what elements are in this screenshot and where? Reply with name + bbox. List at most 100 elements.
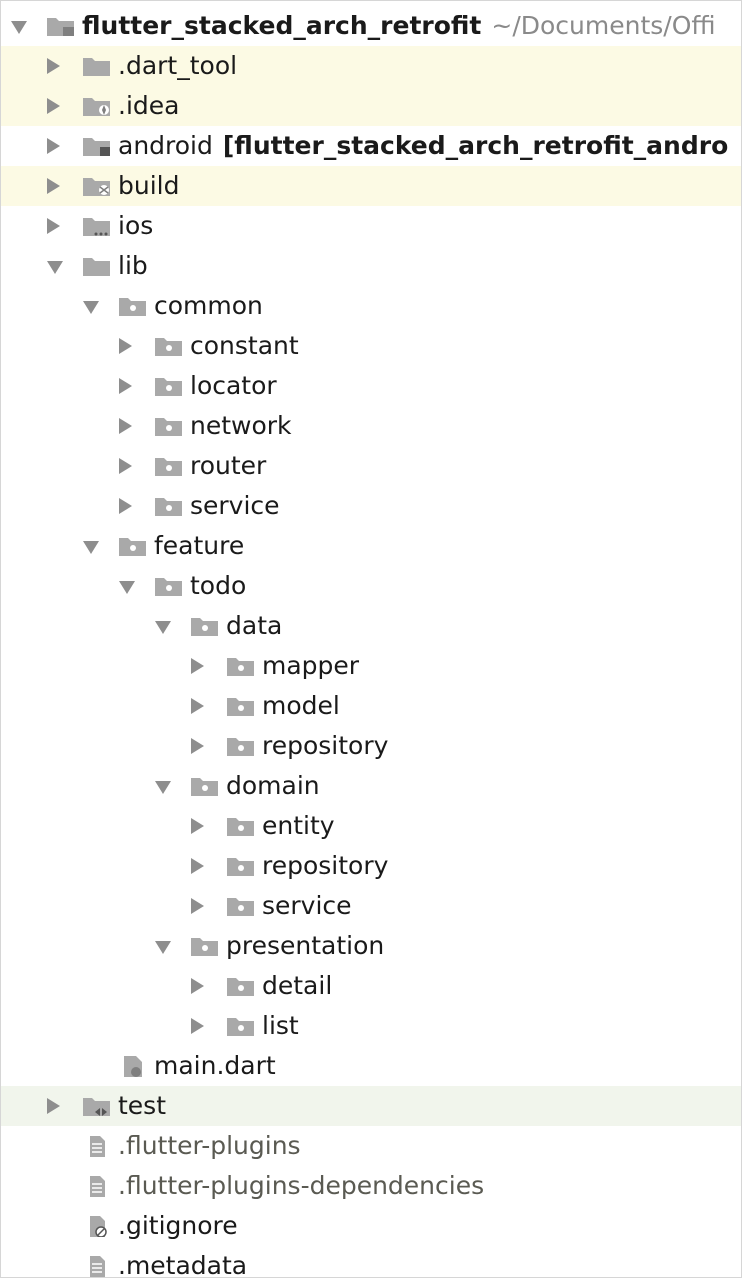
tree-row[interactable]: android [flutter_stacked_arch_retrofit_an… (1, 126, 741, 166)
tree-item-label: network (190, 411, 292, 441)
collapse-arrow-icon[interactable] (155, 621, 171, 634)
tree-item-label: domain (226, 771, 320, 801)
tree-item-label: lib (118, 251, 148, 281)
expand-arrow-icon[interactable] (191, 698, 204, 714)
expand-arrow-icon[interactable] (119, 338, 132, 354)
source-folder-icon (83, 258, 110, 276)
item-name: data (226, 611, 283, 640)
tree-row[interactable]: service (1, 486, 741, 526)
tree-row[interactable]: lib (1, 246, 741, 286)
expand-arrow-icon[interactable] (119, 498, 132, 514)
expand-arrow-icon[interactable] (191, 898, 204, 914)
item-name: router (190, 451, 267, 480)
package-folder-icon (119, 298, 146, 316)
item-name: .idea (118, 91, 180, 120)
excluded-folder-icon (83, 178, 110, 196)
text-file-icon (90, 1176, 105, 1197)
tree-row[interactable]: repository (1, 846, 741, 886)
collapse-arrow-icon[interactable] (155, 941, 171, 954)
tree-row[interactable]: feature (1, 526, 741, 566)
tree-row[interactable]: main.dart (1, 1046, 741, 1086)
expand-arrow-icon[interactable] (47, 58, 60, 74)
tree-item-label: entity (262, 811, 335, 841)
tree-row[interactable]: model (1, 686, 741, 726)
tree-row[interactable]: locator (1, 366, 741, 406)
expand-arrow-icon[interactable] (47, 1098, 60, 1114)
expand-arrow-icon[interactable] (191, 1018, 204, 1034)
expand-arrow-icon[interactable] (119, 418, 132, 434)
package-folder-icon (155, 498, 182, 516)
package-folder-icon (191, 938, 218, 956)
tree-row[interactable]: flutter_stacked_arch_retrofit ~/Documents… (1, 6, 741, 46)
tree-item-label: main.dart (154, 1051, 276, 1081)
tree-row[interactable]: detail (1, 966, 741, 1006)
tree-row[interactable]: network (1, 406, 741, 446)
item-name: presentation (226, 931, 385, 960)
collapse-arrow-icon[interactable] (155, 781, 171, 794)
tree-row[interactable]: router (1, 446, 741, 486)
item-name: build (118, 171, 180, 200)
tree-row[interactable]: data (1, 606, 741, 646)
item-name: todo (190, 571, 247, 600)
package-folder-icon (155, 378, 182, 396)
collapse-arrow-icon[interactable] (119, 581, 135, 594)
expand-arrow-icon[interactable] (191, 858, 204, 874)
package-folder-icon (227, 738, 254, 756)
tree-row[interactable]: list (1, 1006, 741, 1046)
expand-arrow-icon[interactable] (191, 978, 204, 994)
package-folder-icon (155, 338, 182, 356)
tree-item-label: router (190, 451, 266, 481)
expand-arrow-icon[interactable] (191, 738, 204, 754)
tree-row[interactable]: .flutter-plugins-dependencies (1, 1166, 741, 1206)
item-name: common (154, 291, 263, 320)
tree-item-label: flutter_stacked_arch_retrofit ~/Documents… (82, 11, 716, 41)
collapse-arrow-icon[interactable] (83, 301, 99, 314)
item-name: locator (190, 371, 277, 400)
package-folder-icon (191, 778, 218, 796)
expand-arrow-icon[interactable] (47, 98, 60, 114)
tree-item-label: test (118, 1091, 166, 1121)
tree-row[interactable]: .metadata (1, 1246, 741, 1277)
tree-row[interactable]: .gitignore (1, 1206, 741, 1246)
tree-row[interactable]: service (1, 886, 741, 926)
expand-arrow-icon[interactable] (47, 178, 60, 194)
tree-row[interactable]: .idea (1, 86, 741, 126)
collapse-arrow-icon[interactable] (47, 261, 63, 274)
expand-arrow-icon[interactable] (119, 458, 132, 474)
tree-row[interactable]: repository (1, 726, 741, 766)
tree-row[interactable]: ios (1, 206, 741, 246)
tree-row[interactable]: constant (1, 326, 741, 366)
project-folder-icon (47, 18, 74, 36)
text-file-icon (90, 1256, 105, 1277)
item-name: repository (262, 731, 389, 760)
tree-row[interactable]: presentation (1, 926, 741, 966)
tree-row[interactable]: domain (1, 766, 741, 806)
expand-arrow-icon[interactable] (191, 658, 204, 674)
expand-arrow-icon[interactable] (47, 138, 60, 154)
expand-arrow-icon[interactable] (191, 818, 204, 834)
collapse-arrow-icon[interactable] (83, 541, 99, 554)
package-folder-icon (155, 578, 182, 596)
expand-arrow-icon[interactable] (47, 218, 60, 234)
tree-row[interactable]: entity (1, 806, 741, 846)
item-name: repository (262, 851, 389, 880)
tree-item-label: feature (154, 531, 244, 561)
tree-row[interactable]: .flutter-plugins (1, 1126, 741, 1166)
collapse-arrow-icon[interactable] (11, 21, 27, 34)
tree-row[interactable]: mapper (1, 646, 741, 686)
item-name: service (262, 891, 352, 920)
tree-row[interactable]: build (1, 166, 741, 206)
tree-row[interactable]: .dart_tool (1, 46, 741, 86)
package-folder-icon (227, 658, 254, 676)
tree-item-label: detail (262, 971, 332, 1001)
expand-arrow-icon[interactable] (119, 378, 132, 394)
item-name: entity (262, 811, 335, 840)
tree-row[interactable]: common (1, 286, 741, 326)
tree-item-label: locator (190, 371, 277, 401)
tree-item-label: constant (190, 331, 299, 361)
text-file-icon (90, 1136, 105, 1157)
tree-row[interactable]: test (1, 1086, 741, 1126)
tree-row[interactable]: todo (1, 566, 741, 606)
package-folder-icon (119, 538, 146, 556)
item-name: feature (154, 531, 245, 560)
